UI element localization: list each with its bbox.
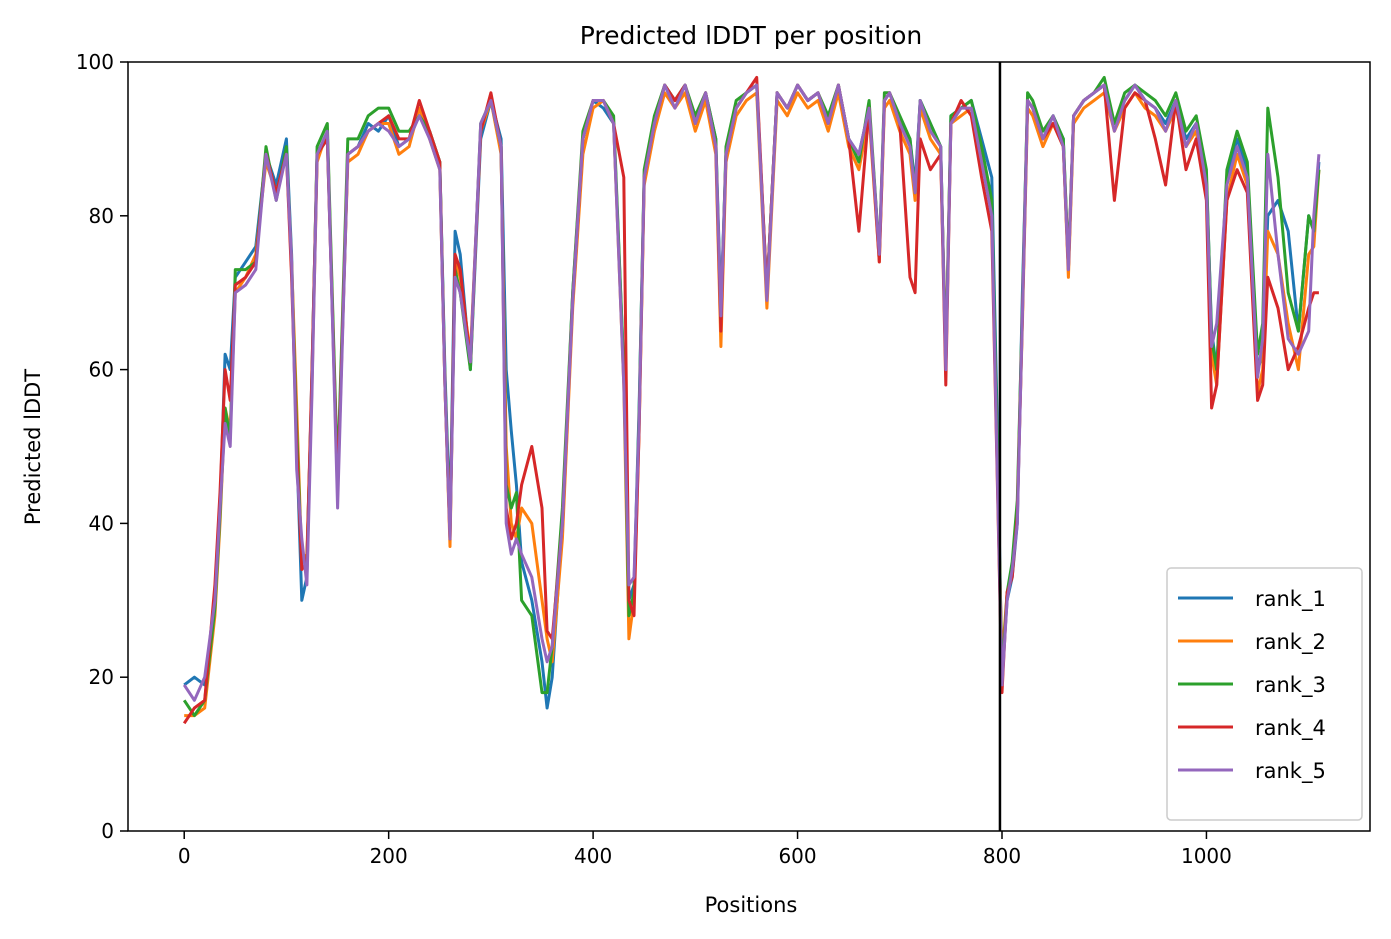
x-tick-label: 1000 bbox=[1181, 844, 1232, 868]
legend-label-rank_3: rank_3 bbox=[1255, 673, 1326, 698]
legend-label-rank_5: rank_5 bbox=[1255, 759, 1326, 784]
y-tick-label: 0 bbox=[101, 819, 114, 843]
legend: rank_1 rank_2 rank_3 rank_4 rank_5 bbox=[1166, 567, 1363, 821]
y-tick-label: 80 bbox=[89, 204, 114, 228]
y-tick-label: 100 bbox=[76, 50, 114, 74]
x-axis-label: Positions bbox=[705, 893, 798, 917]
legend-label-rank_4: rank_4 bbox=[1255, 716, 1326, 741]
x-tick-label: 0 bbox=[178, 844, 191, 868]
legend-label-rank_2: rank_2 bbox=[1255, 630, 1326, 655]
series-line-rank_5 bbox=[182, 83, 1321, 702]
y-tick-label: 60 bbox=[89, 358, 114, 382]
y-axis-label: Predicted lDDT bbox=[21, 369, 45, 525]
legend-label-rank_1: rank_1 bbox=[1255, 587, 1326, 612]
x-tick-label: 800 bbox=[983, 844, 1021, 868]
plot-frame bbox=[127, 61, 1371, 832]
x-tick-label: 200 bbox=[370, 844, 408, 868]
x-tick-label: 400 bbox=[574, 844, 612, 868]
y-tick-label: 20 bbox=[89, 665, 114, 689]
chart-title: Predicted lDDT per position bbox=[580, 21, 922, 50]
series-line-rank_3 bbox=[182, 75, 1321, 718]
legend-box bbox=[1166, 567, 1363, 821]
y-axis: 0 20 40 60 80 100 bbox=[76, 50, 128, 843]
x-axis: 0 200 400 600 800 1000 bbox=[178, 831, 1232, 868]
x-tick-label: 600 bbox=[778, 844, 816, 868]
series-group bbox=[182, 75, 1321, 725]
y-tick-label: 40 bbox=[89, 511, 114, 535]
